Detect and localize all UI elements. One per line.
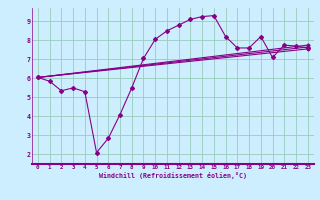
X-axis label: Windchill (Refroidissement éolien,°C): Windchill (Refroidissement éolien,°C) [99,172,247,179]
